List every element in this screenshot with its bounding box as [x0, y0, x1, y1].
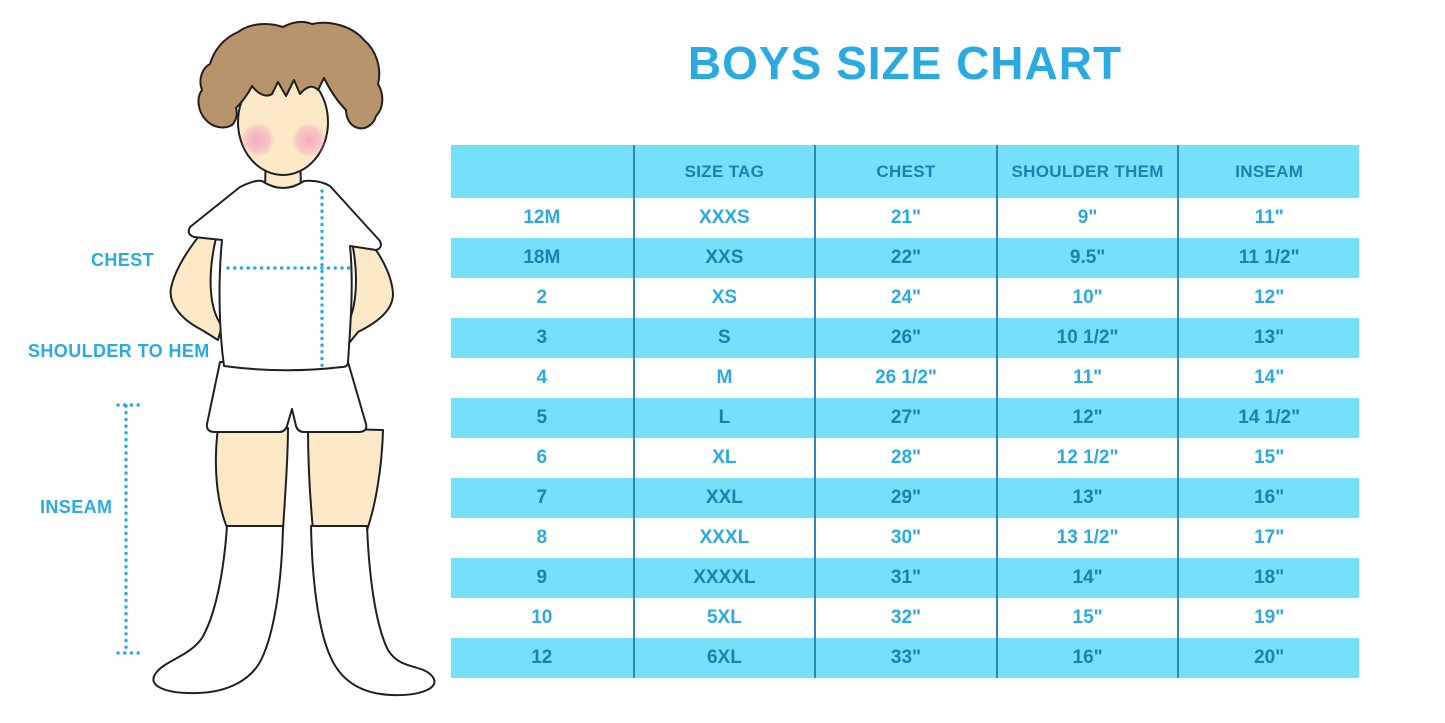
table-cell: 28" — [814, 438, 996, 478]
table-cell: 13 1/2" — [995, 518, 1178, 558]
table-row: 7 XXL 29" 13" 16" — [451, 478, 1359, 518]
boy-left-arm — [169, 215, 223, 341]
table-cell: 2 — [536, 287, 548, 308]
table-cell: 12" — [1177, 278, 1359, 318]
table-row: 8 XXXL 30" 13 1/2" 17" — [451, 518, 1359, 558]
table-row: 10 5XL 32" 15" 19" — [451, 598, 1359, 638]
table-cell: S — [632, 318, 815, 358]
blush-right-cheek — [292, 123, 326, 157]
table-cell: 32" — [814, 598, 996, 638]
table-cell: 17" — [1177, 518, 1359, 558]
table-cell: 16" — [995, 638, 1178, 678]
table-cell: 11" — [995, 358, 1178, 398]
boy-hair — [197, 20, 384, 130]
column-header: INSEAM — [1177, 145, 1359, 198]
column-header: SHOULDER THEM — [995, 145, 1178, 198]
table-cell: 18M — [523, 247, 561, 268]
table-cell: 29" — [814, 478, 996, 518]
table-cell: 30" — [814, 518, 996, 558]
boy-tshirt — [187, 179, 382, 372]
table-cell: 26" — [814, 318, 996, 358]
table-cell: 22" — [814, 238, 996, 278]
boy-shorts — [205, 361, 368, 433]
table-cell: L — [632, 398, 815, 438]
table-header-row: SIZE TAG CHEST SHOULDER THEM INSEAM — [451, 145, 1359, 198]
table-cell: 14 1/2" — [1177, 398, 1359, 438]
table-cell: 11" — [1177, 198, 1359, 238]
table-cell: 10 — [531, 607, 553, 628]
table-cell: XXXS — [632, 198, 815, 238]
table-cell: 10 1/2" — [995, 318, 1178, 358]
column-header: CHEST — [814, 145, 996, 198]
table-cell: 6 — [536, 447, 548, 468]
table-cell: 13" — [1177, 318, 1359, 358]
table-cell: 12 — [531, 647, 553, 668]
table-row: 18M XXS 22" 9.5" 11 1/2" — [451, 238, 1359, 278]
shoulder-to-hem-label: SHOULDER TO HEM — [28, 341, 210, 361]
table-cell: 16" — [1177, 478, 1359, 518]
table-cell: 11 1/2" — [1177, 238, 1359, 278]
table-cell: 26 1/2" — [814, 358, 996, 398]
table-row: 12 6XL 33" 16" 20" — [451, 638, 1359, 678]
column-header — [451, 145, 633, 198]
table-row: 9 XXXXL 31" 14" 18" — [451, 558, 1359, 598]
table-cell: XXXXL — [632, 558, 815, 598]
table-cell: 14" — [995, 558, 1178, 598]
table-row: 3 S 26" 10 1/2" 13" — [451, 318, 1359, 358]
table-cell: 6XL — [632, 638, 815, 678]
table-cell: 15" — [1177, 438, 1359, 478]
table-cell: 9" — [995, 198, 1178, 238]
table-cell: 13" — [995, 478, 1178, 518]
table-cell: 24" — [814, 278, 996, 318]
table-row: 2 XS 24" 10" 12" — [451, 278, 1359, 318]
table-cell: 18" — [1177, 558, 1359, 598]
table-cell: 15" — [995, 598, 1178, 638]
table-cell: 3 — [536, 327, 548, 348]
table-cell: XXL — [632, 478, 815, 518]
size-chart-table: SIZE TAG CHEST SHOULDER THEM INSEAM 12M XXXS… — [451, 145, 1359, 678]
boy-right-arm — [345, 221, 394, 343]
table-cell: 9.5" — [995, 238, 1178, 278]
table-body: 12M XXXS 21" 9" 11" 18M XXS 22" 9.5" 11 1/2" 2 XS 24… — [451, 198, 1359, 678]
table-cell: 33" — [814, 638, 996, 678]
boy-right-leg — [307, 427, 384, 531]
chest-label: CHEST — [90, 250, 154, 270]
table-cell: 20" — [1177, 638, 1359, 678]
column-header: SIZE TAG — [632, 145, 815, 198]
table-cell: 4 — [536, 367, 548, 388]
table-row: 4 M 26 1/2" 11" 14" — [451, 358, 1359, 398]
table-cell: 8 — [536, 527, 548, 548]
table-cell: 27" — [814, 398, 996, 438]
table-cell: 12M — [523, 207, 561, 228]
blush-left-cheek — [241, 123, 275, 157]
boy-right-sock — [310, 525, 436, 697]
table-cell: 31" — [814, 558, 996, 598]
boy-left-sock — [152, 525, 284, 695]
table-cell: 14" — [1177, 358, 1359, 398]
table-cell: XL — [632, 438, 815, 478]
boy-left-leg — [214, 427, 289, 531]
table-cell: 5 — [536, 407, 548, 428]
table-cell: 19" — [1177, 598, 1359, 638]
page-title: BOYS SIZE CHART — [687, 37, 1123, 89]
table-cell: 7 — [536, 487, 548, 508]
table-cell: XS — [632, 278, 815, 318]
boy-illustration — [116, 20, 436, 697]
inseam-label: INSEAM — [40, 497, 113, 517]
table-cell: M — [632, 358, 815, 398]
table-cell: 12" — [995, 398, 1178, 438]
table-cell: 5XL — [632, 598, 815, 638]
table-cell: XXS — [632, 238, 815, 278]
table-cell: 9 — [536, 567, 548, 588]
table-cell: XXXL — [632, 518, 815, 558]
table-row: 6 XL 28" 12 1/2" 15" — [451, 438, 1359, 478]
table-row: 5 L 27" 12" 14 1/2" — [451, 398, 1359, 438]
table-cell: 21" — [814, 198, 996, 238]
table-cell: 10" — [995, 278, 1178, 318]
table-row: 12M XXXS 21" 9" 11" — [451, 198, 1359, 238]
table-cell: 12 1/2" — [995, 438, 1178, 478]
